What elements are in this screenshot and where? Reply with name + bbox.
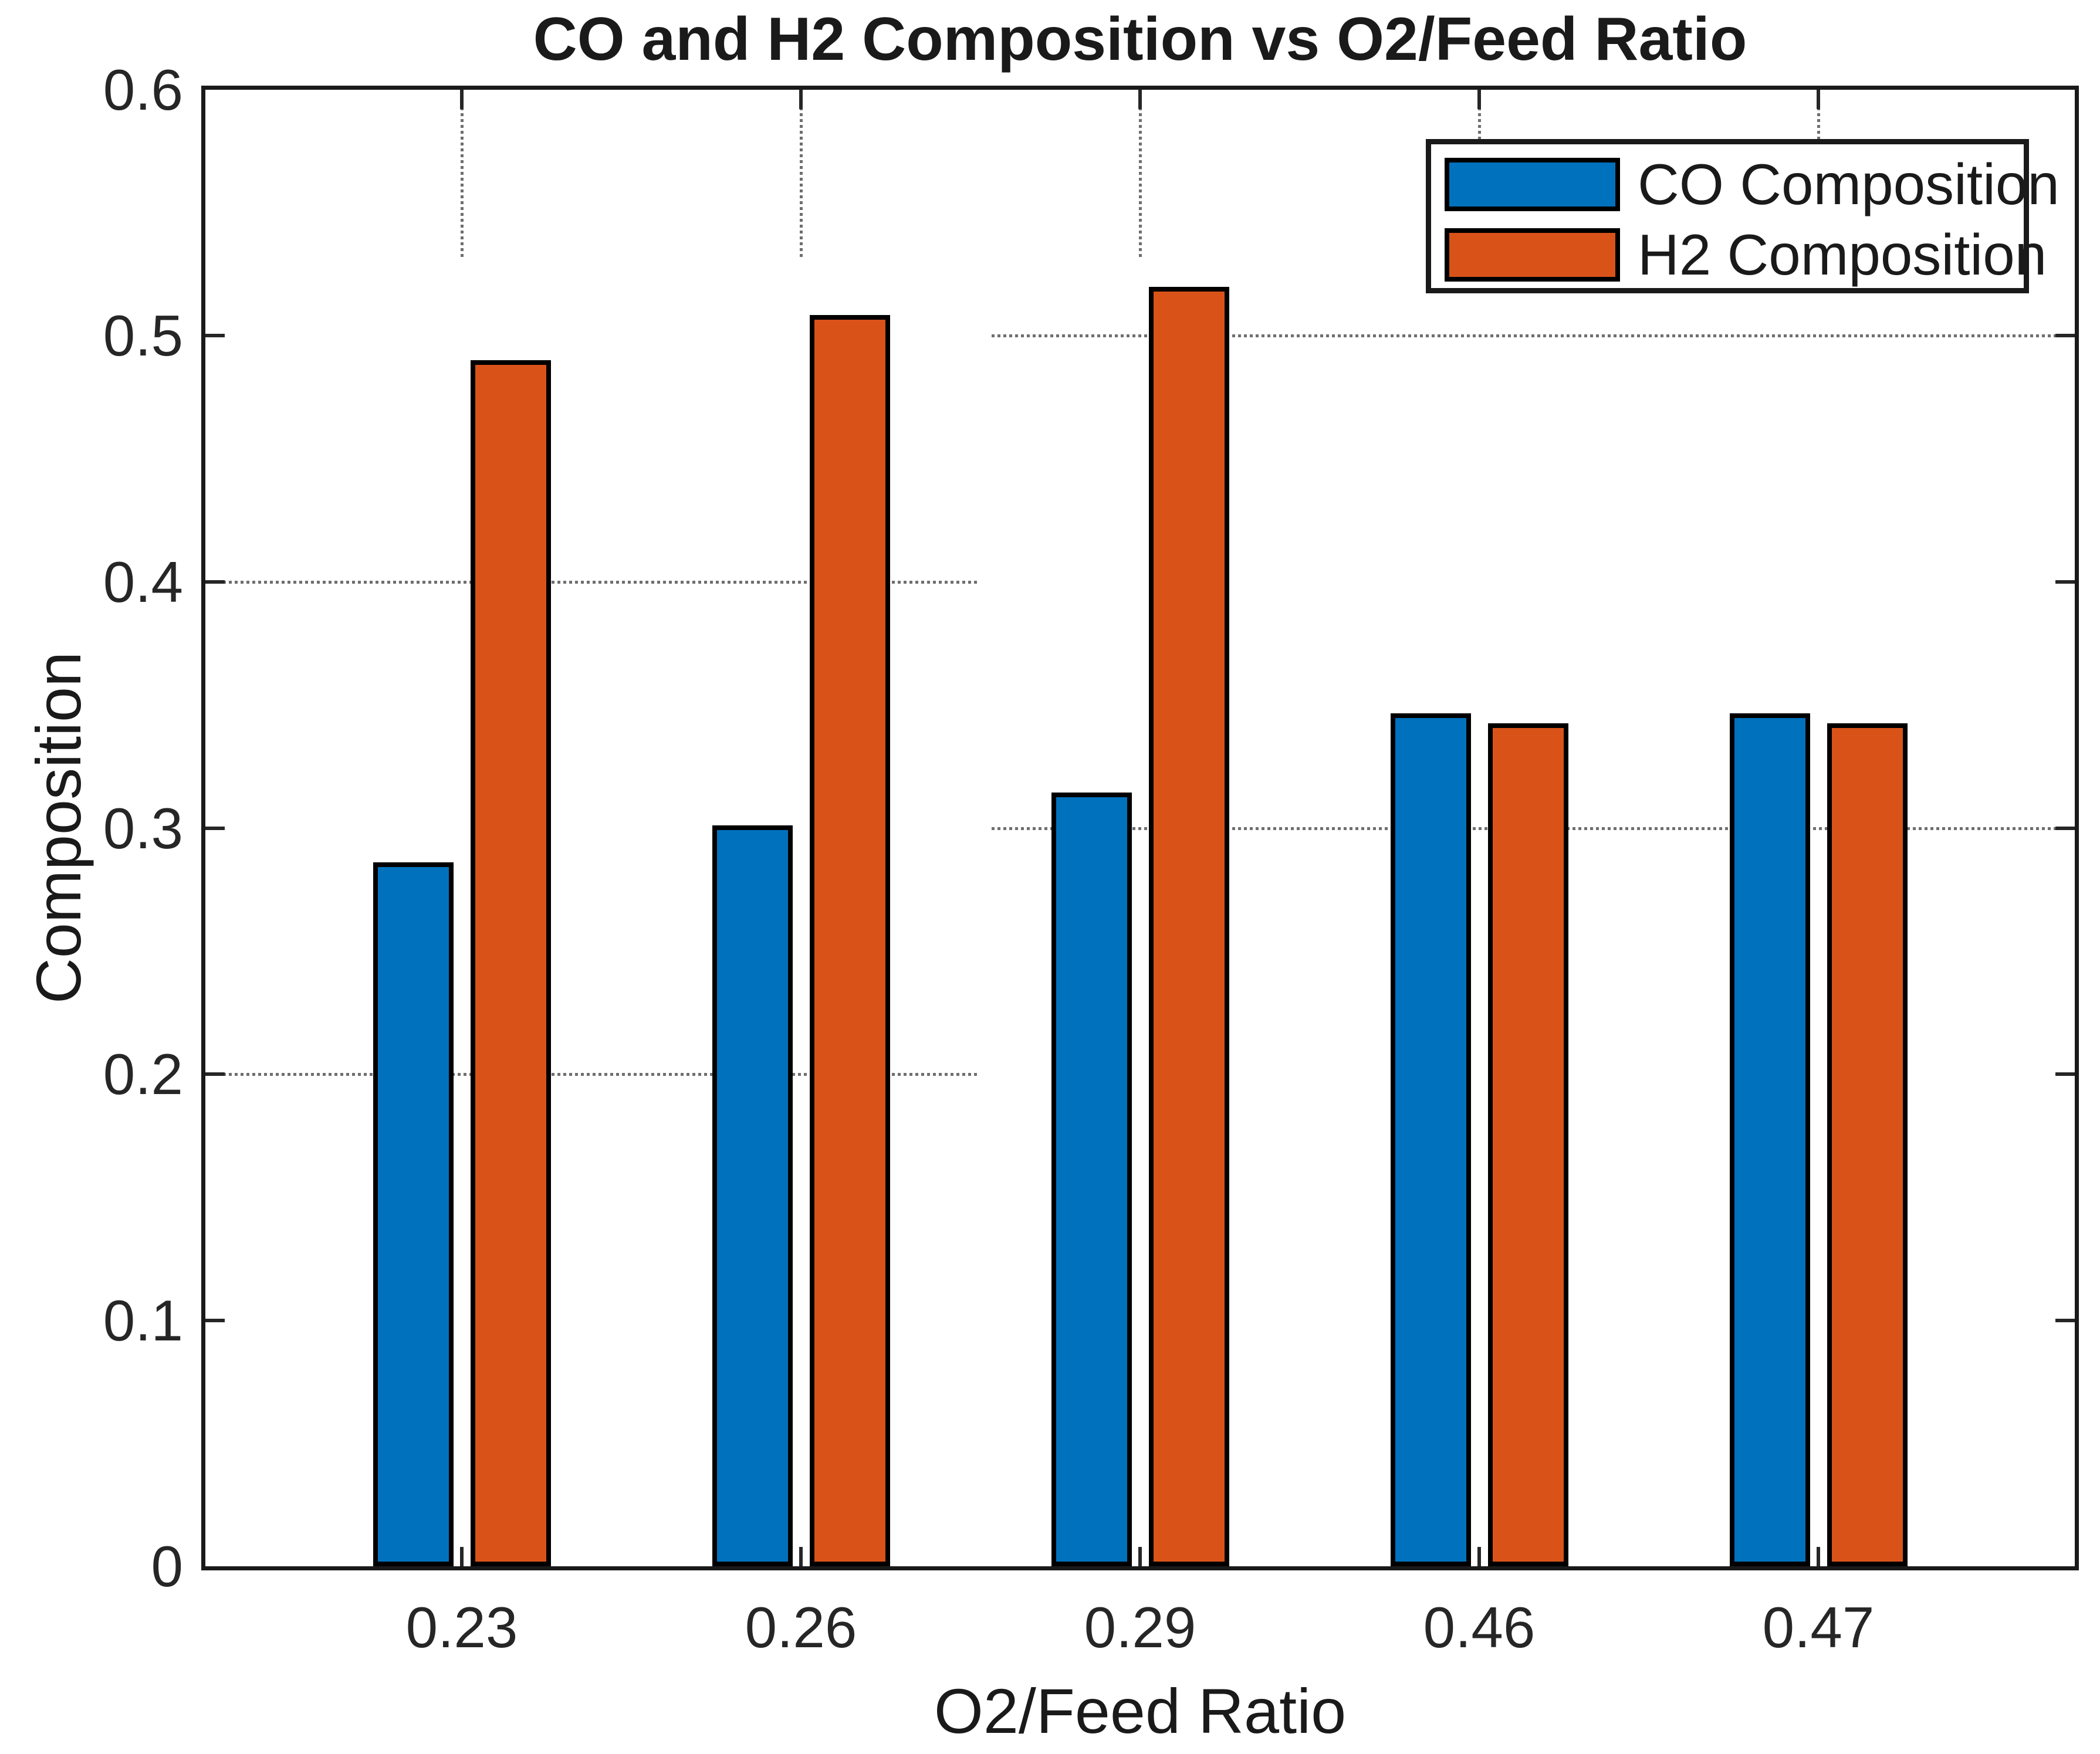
x-tick-top-0.26 <box>799 90 803 109</box>
y-tick-left-0.3 <box>205 827 225 830</box>
legend-item-co-composition: CO Composition <box>1445 152 2060 216</box>
x-tick-label-0.29: 0.29 <box>1084 1595 1196 1660</box>
legend-swatch-h2-composition <box>1445 228 1620 282</box>
y-tick-left-0.2 <box>205 1072 225 1076</box>
y-tick-label-0.2: 0.2 <box>103 1042 183 1106</box>
x-tick-bottom-0.23 <box>460 1547 464 1566</box>
v-gridline-0.26 <box>800 90 803 258</box>
bar-co-0.29 <box>1051 793 1132 1566</box>
x-tick-top-0.23 <box>460 90 464 109</box>
x-axis-label: O2/Feed Ratio <box>934 1675 1347 1746</box>
legend-label-co-composition: CO Composition <box>1638 152 2060 216</box>
bar-h2-0.26 <box>810 315 890 1566</box>
y-tick-right-0.4 <box>2055 580 2075 584</box>
x-tick-label-0.47: 0.47 <box>1762 1595 1875 1660</box>
h-gridline-0.2 <box>205 1073 979 1076</box>
bar-co-0.26 <box>712 825 793 1566</box>
x-tick-top-0.47 <box>1817 90 1820 109</box>
y-tick-left-0.5 <box>205 334 225 337</box>
bar-h2-0.47 <box>1827 723 1908 1566</box>
y-tick-label-0.1: 0.1 <box>103 1288 183 1353</box>
legend-swatch-co-composition <box>1445 157 1620 211</box>
x-tick-label-0.26: 0.26 <box>745 1595 857 1660</box>
x-tick-top-0.46 <box>1477 90 1481 109</box>
y-tick-right-0.2 <box>2055 1072 2075 1076</box>
bar-h2-0.23 <box>471 360 551 1566</box>
v-gridline-0.23 <box>461 90 464 258</box>
h-gridline-0.4 <box>205 581 979 584</box>
bar-h2-0.29 <box>1149 287 1229 1566</box>
y-tick-label-0.5: 0.5 <box>103 303 183 368</box>
h-gridline-0.5 <box>992 334 2075 337</box>
y-tick-label-0.6: 0.6 <box>103 57 183 122</box>
chart-title: CO and H2 Composition vs O2/Feed Ratio <box>533 5 1747 73</box>
y-tick-left-0.1 <box>205 1319 225 1322</box>
x-tick-bottom-0.46 <box>1477 1547 1481 1566</box>
y-tick-right-0.3 <box>2055 827 2075 830</box>
x-tick-label-0.23: 0.23 <box>405 1595 518 1660</box>
x-tick-bottom-0.26 <box>799 1547 803 1566</box>
y-tick-label-0.3: 0.3 <box>103 796 183 861</box>
x-tick-bottom-0.47 <box>1817 1547 1820 1566</box>
x-tick-label-0.46: 0.46 <box>1423 1595 1536 1660</box>
legend-item-h2-composition: H2 Composition <box>1445 222 2047 287</box>
plot-area <box>201 86 2079 1570</box>
y-tick-right-0.1 <box>2055 1319 2075 1322</box>
legend-label-h2-composition: H2 Composition <box>1638 222 2047 287</box>
bar-h2-0.46 <box>1488 723 1568 1566</box>
v-gridline-0.29 <box>1139 90 1142 258</box>
x-tick-bottom-0.29 <box>1138 1547 1142 1566</box>
y-tick-right-0.5 <box>2055 334 2075 337</box>
bar-co-0.23 <box>373 862 454 1566</box>
legend: CO Composition H2 Composition <box>1426 139 2060 293</box>
x-tick-top-0.29 <box>1138 90 1142 109</box>
bar-co-0.47 <box>1730 713 1810 1566</box>
y-tick-left-0.4 <box>205 580 225 584</box>
y-tick-label-0.4: 0.4 <box>103 550 183 614</box>
y-tick-label-0: 0 <box>151 1534 183 1599</box>
plot-inner <box>205 90 2075 1566</box>
bar-co-0.46 <box>1391 713 1471 1566</box>
